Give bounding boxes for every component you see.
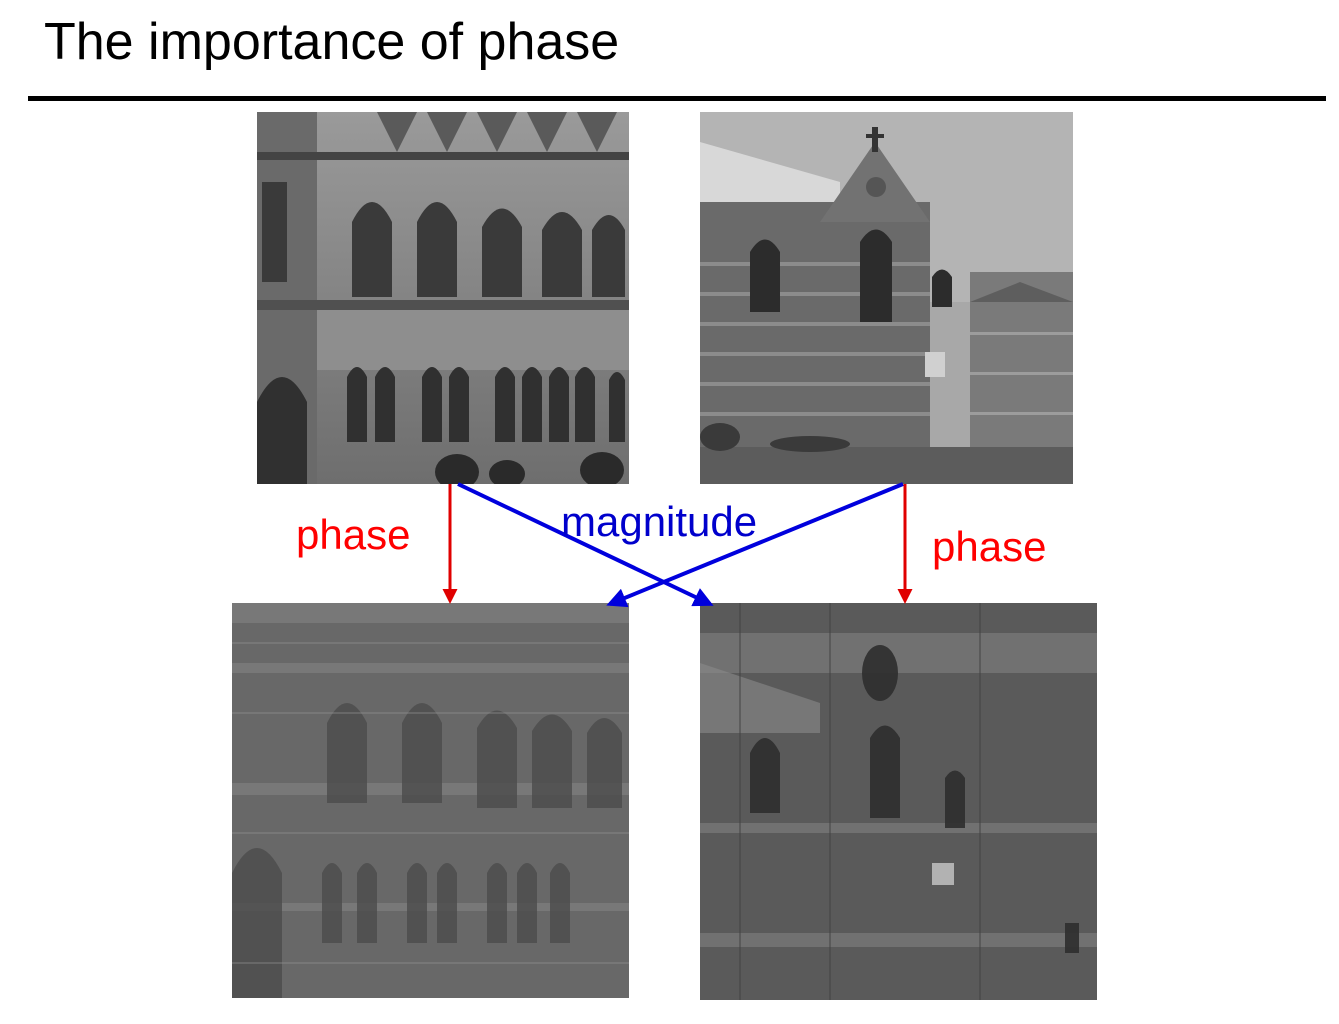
reconstruction-college-phase xyxy=(700,603,1097,1000)
source-image-college xyxy=(700,112,1073,484)
magnitude-label: magnitude xyxy=(561,498,758,545)
source-image-facade xyxy=(257,112,629,484)
phase-label-right: phase xyxy=(932,523,1047,570)
phase-label-left: phase xyxy=(296,511,411,558)
reconstruction-facade-phase xyxy=(232,603,629,998)
title-divider xyxy=(28,96,1326,101)
slide-title: The importance of phase xyxy=(44,13,620,71)
